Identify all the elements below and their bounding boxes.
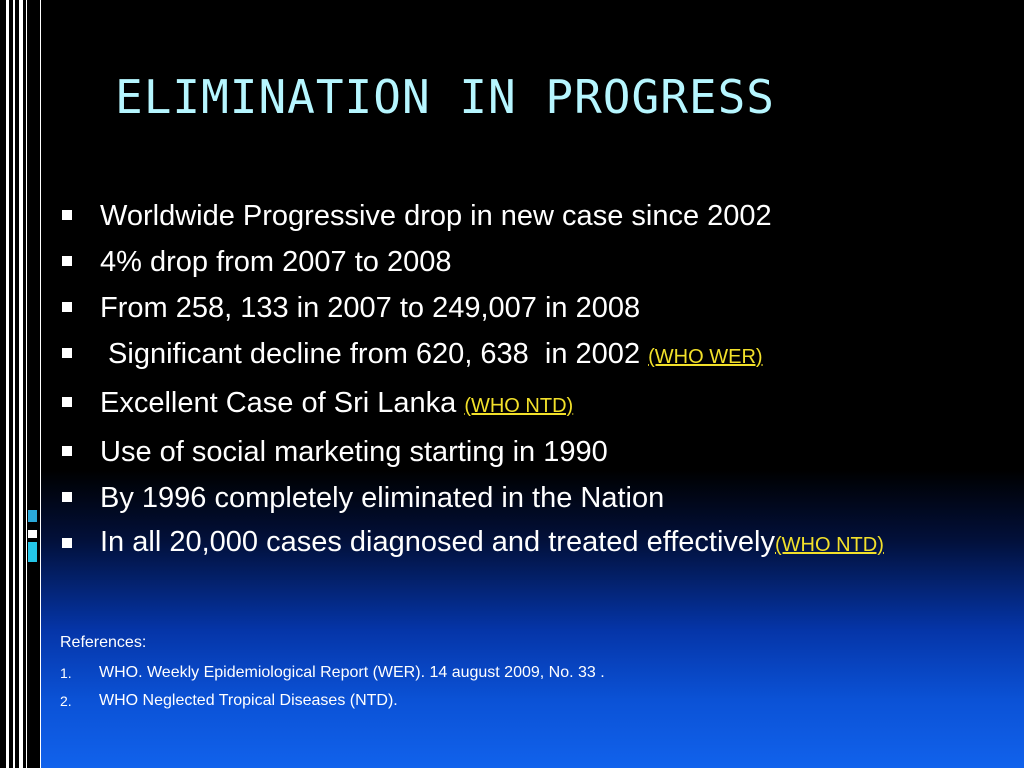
square-bullet-icon — [62, 397, 72, 407]
reference-text: WHO Neglected Tropical Diseases (NTD). — [99, 692, 398, 709]
who-ntd-link[interactable]: (WHO NTD) — [775, 534, 884, 556]
bullet-item: In all 20,000 cases diagnosed and treate… — [60, 528, 990, 560]
bullet-item: Use of social marketing starting in 1990 — [60, 436, 990, 469]
strip-line — [19, 0, 23, 768]
references-heading: References: — [60, 634, 147, 651]
square-bullet-icon — [62, 348, 72, 358]
bullet-text: By 1996 completely eliminated in the Nat… — [100, 482, 665, 514]
reference-text: WHO. Weekly Epidemiological Report (WER)… — [99, 664, 605, 681]
bullet-text: 4% drop from 2007 to 2008 — [100, 246, 452, 278]
square-bullet-icon — [62, 256, 72, 266]
bullet-item: Excellent Case of Sri Lanka (WHO NTD) — [60, 387, 990, 423]
who-wer-link[interactable]: (WHO WER) — [648, 346, 763, 368]
decorative-side-strip — [0, 0, 41, 768]
who-ntd-link[interactable]: (WHO NTD) — [464, 395, 574, 417]
bullet-text: Excellent Case of Sri Lanka — [100, 387, 465, 419]
strip-line — [6, 0, 9, 768]
square-bullet-icon — [62, 446, 72, 456]
strip-accent-block — [28, 542, 37, 562]
strip-accent-block — [28, 510, 37, 522]
reference-number: 2. — [60, 693, 72, 709]
bullet-text: Significant decline from 620, 638 in 200… — [100, 338, 649, 370]
bullet-item: Significant decline from 620, 638 in 200… — [60, 338, 990, 374]
strip-accent-block — [28, 530, 37, 538]
bullet-item: 4% drop from 2007 to 2008 — [60, 246, 990, 279]
bullet-text: Worldwide Progressive drop in new case s… — [100, 200, 772, 232]
bullet-item: From 258, 133 in 2007 to 249,007 in 2008 — [60, 292, 990, 325]
reference-number: 1. — [60, 665, 72, 681]
square-bullet-icon — [62, 210, 72, 220]
strip-line — [26, 0, 27, 768]
reference-item: 1. WHO. Weekly Epidemiological Report (WE… — [60, 664, 605, 682]
square-bullet-icon — [62, 492, 72, 502]
bullet-item: By 1996 completely eliminated in the Nat… — [60, 482, 990, 515]
bullet-item: Worldwide Progressive drop in new case s… — [60, 200, 990, 233]
references-section: References: 1. WHO. Weekly Epidemiologica… — [60, 634, 605, 720]
bullet-text: In all 20,000 cases diagnosed and treate… — [100, 526, 775, 558]
bullet-list: Worldwide Progressive drop in new case s… — [60, 200, 990, 573]
slide-title: ELIMINATION IN PROGRESS — [115, 70, 775, 124]
reference-item: 2. WHO Neglected Tropical Diseases (NTD). — [60, 692, 605, 710]
bullet-text: From 258, 133 in 2007 to 249,007 in 2008 — [100, 292, 641, 324]
square-bullet-icon — [62, 538, 72, 548]
strip-line — [13, 0, 15, 768]
square-bullet-icon — [62, 302, 72, 312]
bullet-text: Use of social marketing starting in 1990 — [100, 436, 608, 468]
